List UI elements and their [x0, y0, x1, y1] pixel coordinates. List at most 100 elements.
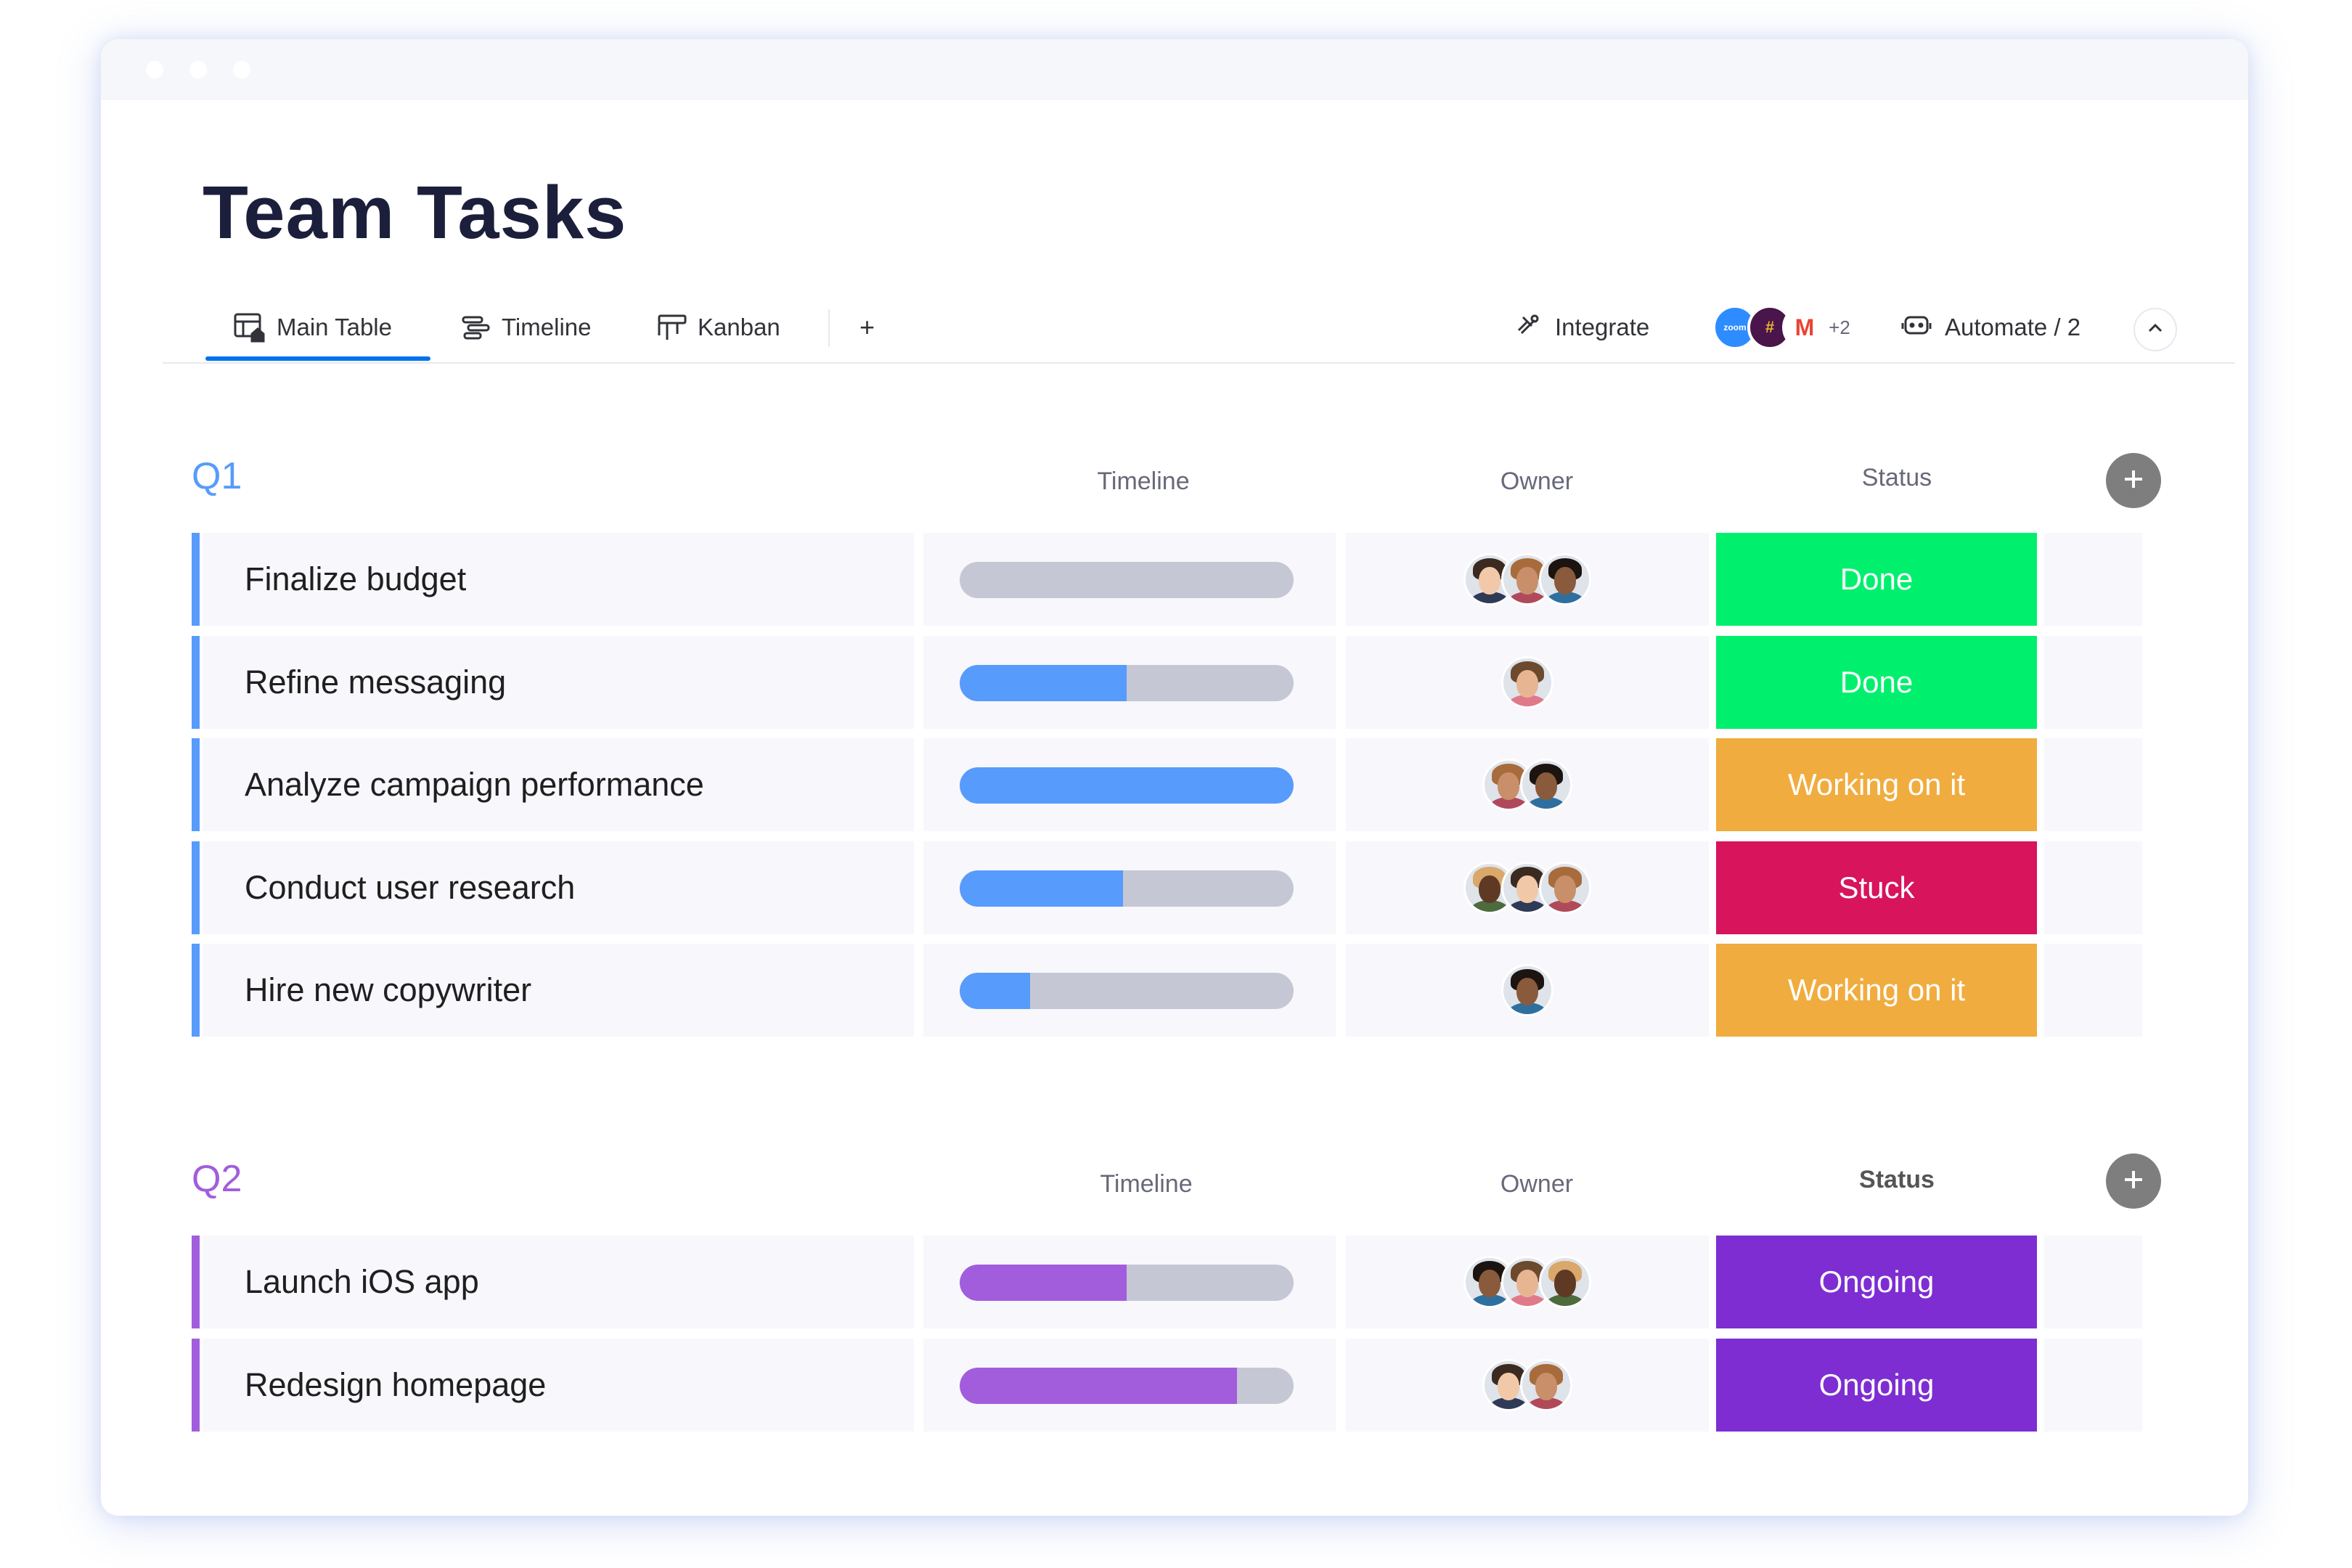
owner-cell[interactable]: [1346, 1236, 1709, 1328]
column-header-timeline[interactable]: Timeline: [1097, 467, 1190, 495]
task-name-cell[interactable]: Hire new copywriter: [203, 944, 914, 1037]
task-name: Analyze campaign performance: [245, 766, 704, 803]
table-row[interactable]: Analyze campaign performance Working on i…: [192, 738, 2159, 831]
timeline-cell[interactable]: [923, 1236, 1336, 1328]
column-header-status[interactable]: Status: [1859, 1166, 1935, 1193]
add-column-button[interactable]: [2106, 453, 2161, 508]
timeline-cell[interactable]: [923, 1338, 1336, 1432]
group-title-q2[interactable]: Q2: [192, 1158, 242, 1200]
group-color-bar: [192, 635, 200, 729]
table-row[interactable]: Hire new copywriter Working on it: [192, 944, 2159, 1037]
integrate-icon: [1513, 310, 1542, 345]
avatar[interactable]: [1501, 656, 1553, 709]
timeline-cell[interactable]: [923, 533, 1336, 626]
tab-main-table[interactable]: Main Table: [233, 302, 392, 353]
owner-cell[interactable]: [1346, 533, 1709, 626]
table-row[interactable]: Finalize budget Done: [192, 533, 2159, 626]
timeline-bar[interactable]: [960, 870, 1294, 907]
avatar[interactable]: [1482, 759, 1535, 811]
owner-cell[interactable]: [1346, 841, 1709, 934]
integration-badges[interactable]: zoom # M +2: [1712, 302, 1862, 353]
owner-cell[interactable]: [1346, 1338, 1709, 1432]
task-name: Refine messaging: [245, 663, 507, 701]
tab-label: Timeline: [502, 314, 592, 340]
owner-cell[interactable]: [1346, 635, 1709, 729]
integrate-button[interactable]: Integrate: [1513, 302, 1649, 353]
timeline-cell[interactable]: [923, 944, 1336, 1037]
avatar[interactable]: [1520, 759, 1572, 811]
task-name: Redesign homepage: [245, 1365, 547, 1403]
group-title-q1[interactable]: Q1: [192, 455, 242, 497]
column-header-timeline[interactable]: Timeline: [1100, 1170, 1193, 1198]
owner-cell[interactable]: [1346, 738, 1709, 831]
timeline-cell[interactable]: [923, 738, 1336, 831]
task-name-cell[interactable]: Refine messaging: [203, 635, 914, 729]
avatar[interactable]: [1539, 861, 1591, 914]
timeline-bar[interactable]: [960, 562, 1294, 598]
table-home-icon: [233, 311, 266, 344]
plus-icon: [2120, 466, 2147, 496]
status-badge[interactable]: Ongoing: [1716, 1236, 2037, 1328]
status-badge[interactable]: Ongoing: [1716, 1338, 2037, 1432]
window-close-dot[interactable]: [146, 61, 163, 78]
tab-label: Main Table: [277, 314, 392, 340]
task-name-cell[interactable]: Analyze campaign performance: [203, 738, 914, 831]
timeline-progress-fill: [960, 1265, 1127, 1301]
timeline-progress-fill: [960, 870, 1124, 907]
group-color-bar: [192, 1236, 200, 1328]
group-color-bar: [192, 738, 200, 831]
avatar[interactable]: [1463, 1256, 1516, 1308]
tab-timeline[interactable]: Timeline: [461, 302, 591, 353]
status-badge[interactable]: Done: [1716, 635, 2037, 729]
timeline-bar[interactable]: [960, 1367, 1294, 1404]
owner-cell[interactable]: [1346, 944, 1709, 1037]
automate-button[interactable]: Automate / 2: [1901, 302, 2081, 353]
tab-label: Kanban: [698, 314, 780, 340]
task-name-cell[interactable]: Conduct user research: [203, 841, 914, 934]
table-row[interactable]: Launch iOS app Ongoing: [192, 1236, 2159, 1328]
tab-kanban[interactable]: Kanban: [657, 302, 780, 353]
window-minimize-dot[interactable]: [189, 61, 207, 78]
timeline-bar[interactable]: [960, 767, 1294, 804]
column-header-owner[interactable]: Owner: [1500, 467, 1574, 495]
add-view-button[interactable]: +: [859, 302, 875, 353]
task-name: Hire new copywriter: [245, 971, 532, 1008]
table-row[interactable]: Redesign homepage Ongoing: [192, 1338, 2159, 1432]
row-end-cell: [2044, 635, 2142, 729]
avatar[interactable]: [1501, 964, 1553, 1016]
row-end-cell: [2044, 944, 2142, 1037]
timeline-bar[interactable]: [960, 1265, 1294, 1301]
timeline-cell[interactable]: [923, 635, 1336, 729]
chevron-up-icon: [2147, 322, 2164, 338]
status-badge[interactable]: Working on it: [1716, 738, 2037, 831]
avatar[interactable]: [1539, 1256, 1591, 1308]
timeline-cell[interactable]: [923, 841, 1336, 934]
timeline-bar[interactable]: [960, 973, 1294, 1009]
column-header-owner[interactable]: Owner: [1500, 1170, 1574, 1198]
automate-label: Automate / 2: [1945, 314, 2081, 340]
table-row[interactable]: Conduct user research Stuck: [192, 841, 2159, 934]
window-maximize-dot[interactable]: [233, 61, 250, 78]
timeline-icon: [461, 313, 491, 342]
status-badge[interactable]: Done: [1716, 533, 2037, 626]
column-header-status[interactable]: Status: [1861, 464, 1932, 491]
status-badge[interactable]: Working on it: [1716, 944, 2037, 1037]
integrate-label: Integrate: [1555, 314, 1650, 340]
avatar[interactable]: [1539, 553, 1591, 605]
task-name: Finalize budget: [245, 560, 467, 597]
timeline-progress-fill: [960, 973, 1030, 1009]
timeline-bar[interactable]: [960, 664, 1294, 701]
avatar[interactable]: [1520, 1358, 1572, 1411]
group-color-bar: [192, 841, 200, 934]
task-name-cell[interactable]: Finalize budget: [203, 533, 914, 626]
row-end-cell: [2044, 841, 2142, 934]
collapse-header-button[interactable]: [2133, 308, 2177, 351]
plus-icon: [2120, 1167, 2147, 1196]
task-name-cell[interactable]: Redesign homepage: [203, 1338, 914, 1432]
add-column-button[interactable]: [2106, 1153, 2161, 1209]
table-row[interactable]: Refine messaging Done: [192, 635, 2159, 729]
group-color-bar: [192, 533, 200, 626]
task-name-cell[interactable]: Launch iOS app: [203, 1236, 914, 1328]
timeline-progress-fill: [960, 767, 1294, 804]
status-badge[interactable]: Stuck: [1716, 841, 2037, 934]
